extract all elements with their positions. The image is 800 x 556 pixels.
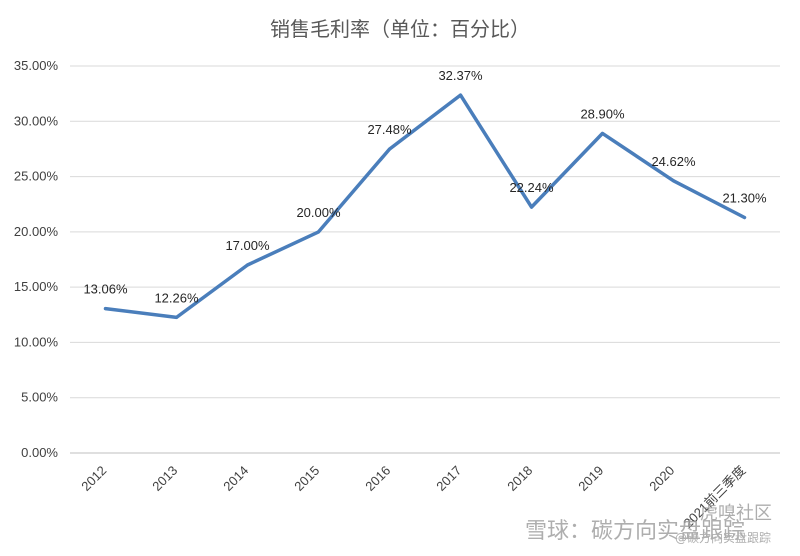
data-label: 22.24%	[509, 180, 554, 195]
x-tick-label: 2016	[362, 463, 393, 494]
x-tick-label: 2020	[646, 463, 677, 494]
data-point	[317, 230, 320, 234]
y-tick-label: 10.00%	[14, 334, 59, 349]
x-tick-label: 2017	[433, 463, 464, 494]
watermark-layer: 雪球：碳方向实盘跟踪 虎嗅社区 @碳方向实盘跟踪	[525, 503, 772, 545]
y-tick-label: 25.00%	[14, 169, 59, 184]
watermark-xueqiu: 雪球：碳方向实盘跟踪	[525, 519, 745, 544]
x-tick-label: 2018	[504, 463, 535, 494]
data-point	[459, 93, 462, 97]
x-tick-label: 2012	[78, 463, 109, 494]
y-tick-label: 30.00%	[14, 113, 59, 128]
data-label: 13.06%	[83, 282, 128, 297]
data-point	[743, 215, 746, 219]
data-label: 17.00%	[225, 238, 270, 253]
x-tick-label: 2013	[149, 463, 180, 494]
data-label: 21.30%	[722, 190, 767, 205]
data-label: 32.37%	[438, 68, 483, 83]
data-point	[672, 179, 675, 183]
data-point	[388, 147, 391, 151]
y-tick-label: 0.00%	[21, 445, 58, 460]
data-label-layer: 13.06% 12.26% 17.00% 20.00% 27.48% 32.37% 22.2…	[83, 68, 767, 305]
chart-title: 销售毛利率（单位：百分比）	[270, 17, 530, 41]
watermark-huxiu-sub: @碳方向实盘跟踪	[675, 530, 771, 545]
y-tick-label: 20.00%	[14, 224, 59, 239]
data-label: 27.48%	[367, 122, 412, 137]
data-label: 24.62%	[651, 154, 696, 169]
data-label: 12.26%	[154, 290, 199, 305]
series-layer	[103, 93, 747, 320]
data-point	[530, 205, 533, 209]
x-tick-label: 2015	[291, 463, 322, 494]
data-label: 28.90%	[580, 106, 625, 121]
data-point	[104, 307, 107, 311]
watermark-huxiu: 虎嗅社区	[700, 503, 772, 524]
y-axis: 0.00% 5.00% 10.00% 15.00% 20.00% 25.00% 30.00%…	[14, 58, 59, 460]
y-tick-label: 15.00%	[14, 279, 59, 294]
x-tick-label: 2014	[220, 463, 251, 494]
data-point	[601, 131, 604, 135]
x-tick-label: 2019	[575, 463, 606, 494]
y-tick-label: 5.00%	[21, 390, 58, 405]
grid-layer	[70, 65, 780, 454]
series-line	[103, 93, 747, 320]
data-point	[175, 315, 178, 319]
data-point	[246, 263, 249, 267]
data-label: 20.00%	[296, 205, 341, 220]
y-tick-label: 35.00%	[14, 58, 59, 73]
